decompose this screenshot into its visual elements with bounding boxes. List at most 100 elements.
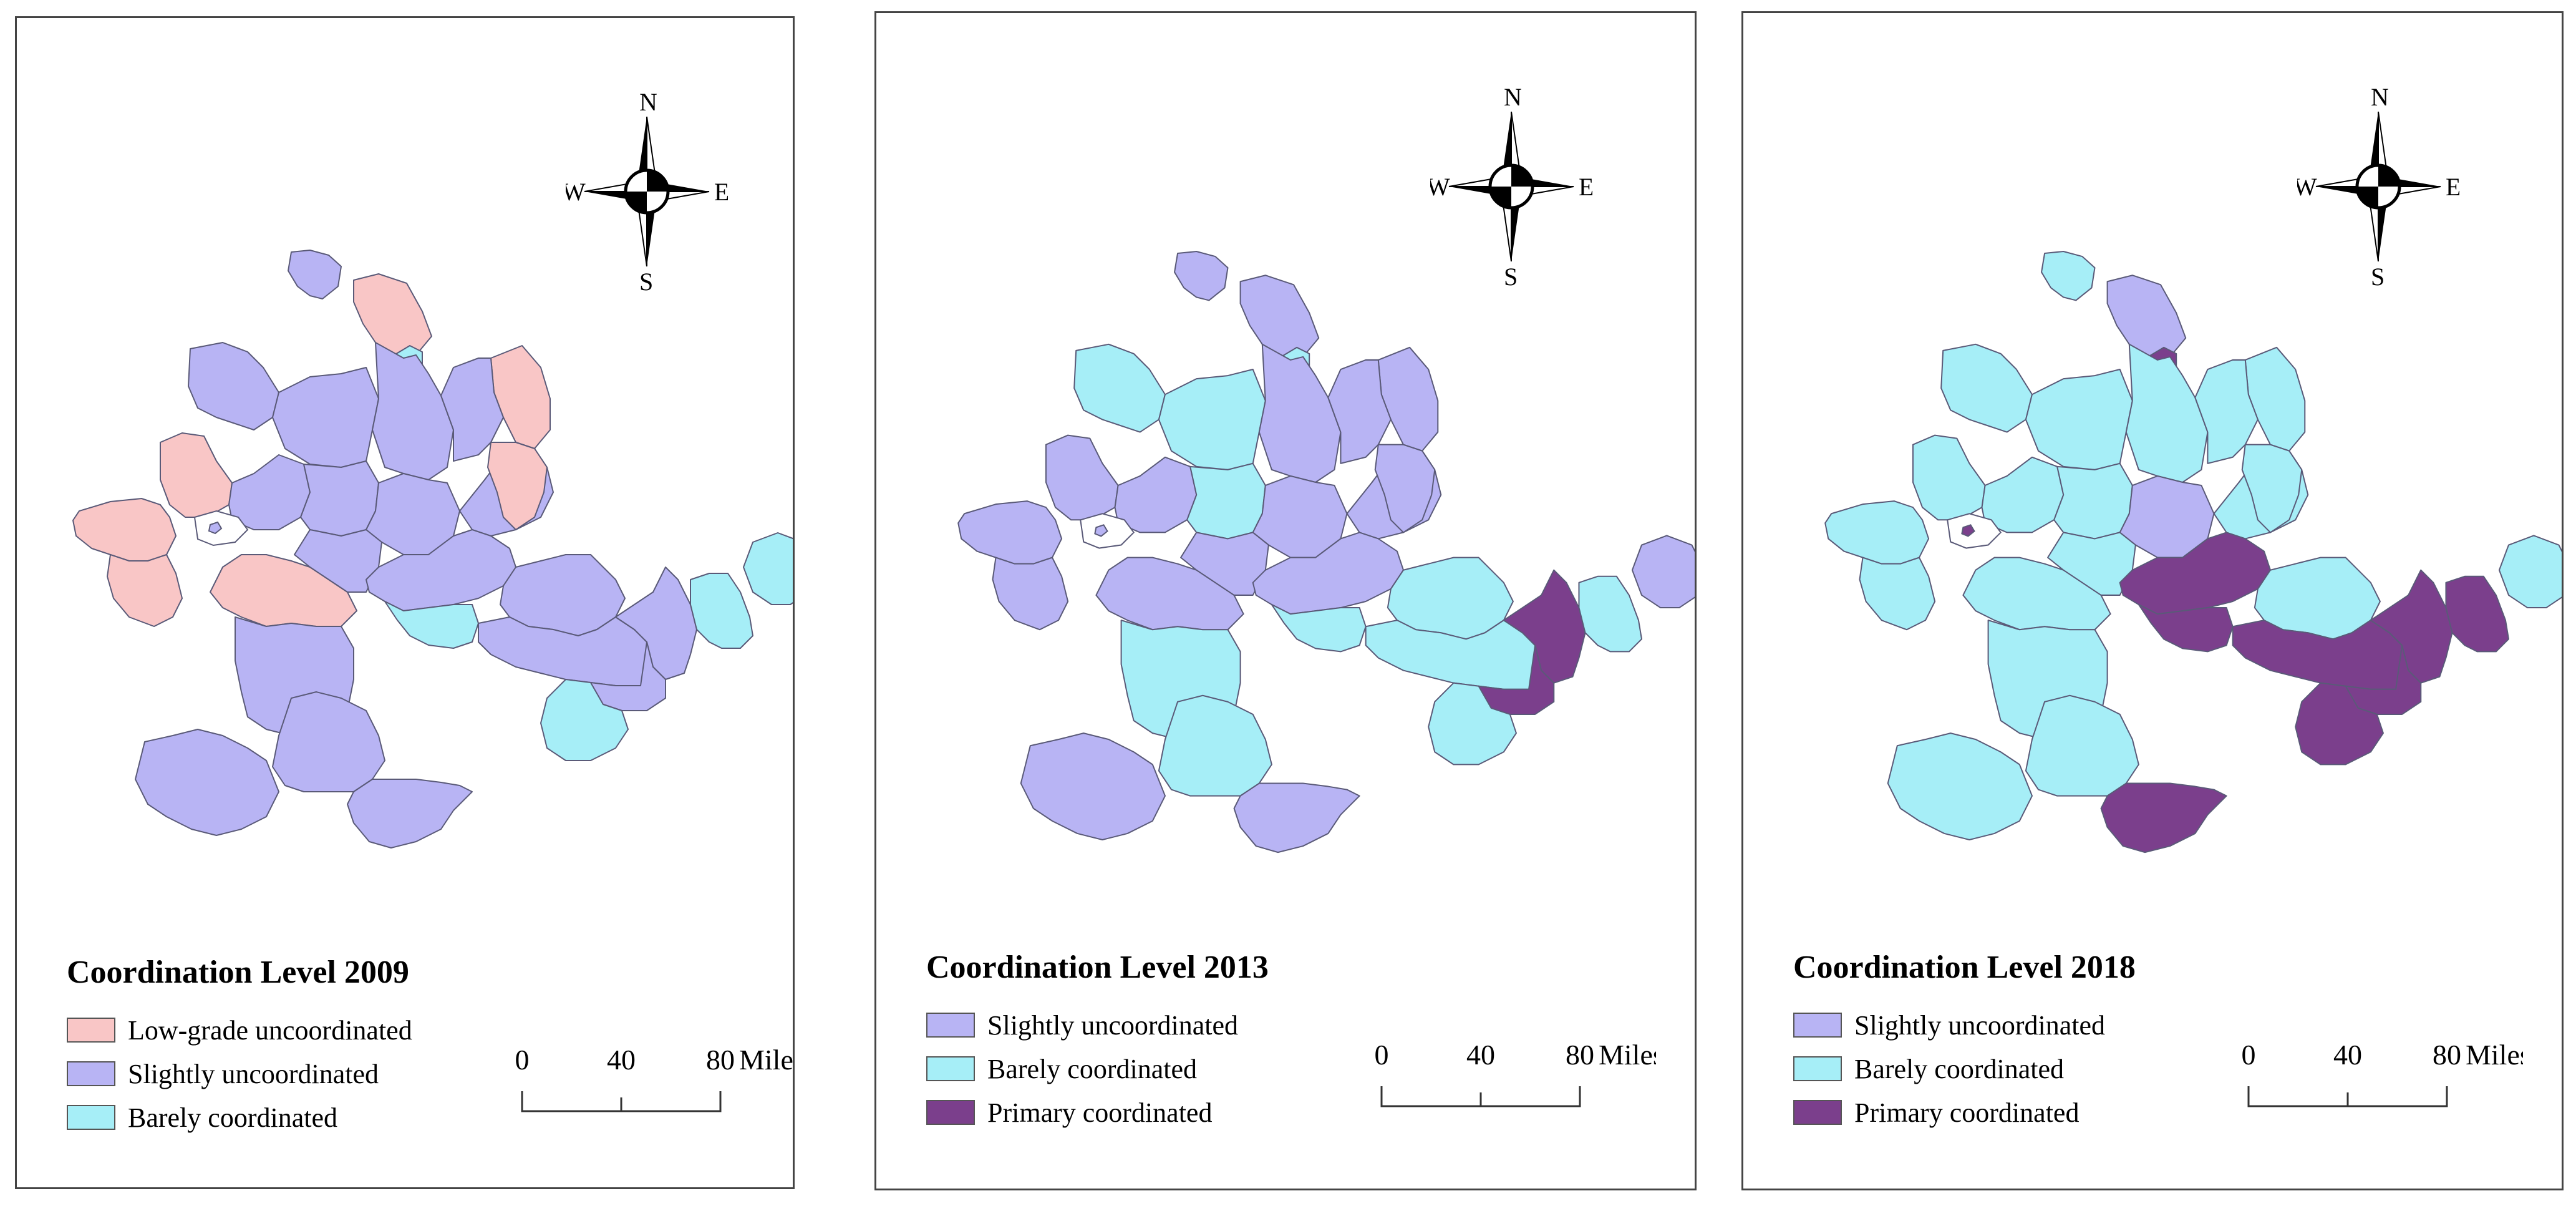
map-region bbox=[210, 554, 357, 627]
map-region bbox=[2244, 346, 2306, 452]
map-region bbox=[2041, 251, 2096, 301]
map-region bbox=[743, 532, 793, 605]
legend-item: Low-grade uncoordinated bbox=[67, 1008, 412, 1052]
map-region bbox=[188, 342, 279, 430]
map-region bbox=[1180, 532, 1269, 596]
legend-item: Barely coordinated bbox=[926, 1047, 1269, 1091]
map-region bbox=[1233, 782, 1360, 853]
legend-item: Primary coordinated bbox=[926, 1091, 1269, 1134]
svg-text:40: 40 bbox=[1466, 1039, 1495, 1071]
map-region bbox=[540, 679, 629, 761]
map-region bbox=[2106, 275, 2187, 361]
legend-item: Slightly uncoordinated bbox=[926, 1003, 1269, 1047]
legend-title: Coordination Level 2013 bbox=[926, 950, 1269, 985]
map-region bbox=[1174, 251, 1229, 301]
svg-text:S: S bbox=[639, 268, 653, 291]
map-region bbox=[1578, 575, 1643, 653]
legend-swatch bbox=[67, 1061, 115, 1086]
legend: Coordination Level 2009 Low-grade uncoor… bbox=[67, 954, 412, 1139]
legend-title: Coordination Level 2009 bbox=[67, 955, 409, 990]
legend-label: Slightly uncoordinated bbox=[987, 1009, 1239, 1041]
scale-bar: 0 40 80 Miles bbox=[1375, 1039, 1656, 1107]
map-region bbox=[1962, 557, 2111, 631]
legend: Coordination Level 2013 Slightly uncoord… bbox=[926, 949, 1269, 1134]
north-arrow-icon: N S E W bbox=[566, 92, 728, 291]
map-region bbox=[1158, 369, 1266, 470]
legend-swatch bbox=[67, 1018, 115, 1043]
map-region bbox=[1981, 456, 2065, 533]
svg-text:Miles: Miles bbox=[1599, 1039, 1656, 1071]
map-region bbox=[2241, 444, 2303, 533]
map-region bbox=[347, 779, 473, 849]
legend-item: Slightly uncoordinated bbox=[1793, 1003, 2136, 1047]
scale-bar: 0 40 80 Miles bbox=[2242, 1039, 2523, 1107]
map-region bbox=[288, 250, 342, 299]
map-region bbox=[1940, 343, 2033, 433]
map-region bbox=[2100, 782, 2227, 853]
north-arrow-icon: N S E W bbox=[1430, 87, 1592, 286]
legend-label: Slightly uncoordinated bbox=[1854, 1009, 2106, 1041]
svg-text:80: 80 bbox=[706, 1044, 735, 1076]
svg-text:E: E bbox=[2446, 173, 2459, 201]
svg-text:0: 0 bbox=[515, 1044, 530, 1076]
legend-swatch bbox=[1793, 1013, 1842, 1038]
legend-item: Primary coordinated bbox=[1793, 1091, 2136, 1134]
map-region bbox=[690, 573, 753, 649]
svg-text:E: E bbox=[1579, 173, 1592, 201]
map-region bbox=[2025, 694, 2139, 797]
map-region bbox=[2125, 343, 2209, 483]
map-region bbox=[272, 367, 379, 468]
legend-swatch bbox=[926, 1013, 975, 1038]
region-map bbox=[1824, 251, 2562, 853]
legend-swatch bbox=[1793, 1100, 1842, 1125]
map-region-enclave bbox=[1961, 524, 1975, 537]
scale-bar: 0 40 80 Miles bbox=[515, 1044, 793, 1112]
svg-text:N: N bbox=[639, 92, 657, 116]
map-region bbox=[1428, 682, 1517, 766]
map-panel-2009: N S E W Coordination Level 2009 Low-grad… bbox=[15, 16, 795, 1189]
legend-swatch bbox=[67, 1105, 115, 1130]
map-region bbox=[372, 342, 454, 480]
svg-text:Miles: Miles bbox=[2466, 1039, 2523, 1071]
legend-label: Primary coordinated bbox=[987, 1097, 1213, 1128]
legend-swatch bbox=[926, 1056, 975, 1081]
map-region bbox=[1859, 557, 1936, 631]
svg-text:80: 80 bbox=[1566, 1039, 1594, 1071]
map-panel-2013: N S E W Coordination Level 2013 Slightly… bbox=[874, 11, 1697, 1190]
map-region bbox=[2025, 369, 2133, 470]
map-region bbox=[2295, 682, 2384, 766]
svg-text:40: 40 bbox=[2333, 1039, 2362, 1071]
map-region bbox=[1377, 346, 1439, 452]
legend-swatch bbox=[926, 1100, 975, 1125]
legend-swatch bbox=[1793, 1056, 1842, 1081]
legend-item: Barely coordinated bbox=[67, 1096, 412, 1139]
map-panel-2018: N S E W Coordination Level 2018 Slightly… bbox=[1741, 11, 2564, 1190]
map-region bbox=[1374, 444, 1436, 533]
map-region bbox=[1020, 732, 1166, 841]
map-region bbox=[294, 529, 382, 593]
map-region bbox=[2053, 462, 2133, 540]
map-region bbox=[2047, 532, 2136, 596]
legend: Coordination Level 2018 Slightly uncoord… bbox=[1793, 949, 2136, 1134]
map-region bbox=[1887, 732, 2033, 841]
map-region-enclave bbox=[1094, 524, 1108, 537]
map-region bbox=[1114, 456, 1198, 533]
svg-text:0: 0 bbox=[1375, 1039, 1389, 1071]
map-region bbox=[72, 498, 177, 562]
legend-label: Barely coordinated bbox=[1854, 1053, 2064, 1084]
region-map bbox=[72, 250, 793, 849]
legend-label: Barely coordinated bbox=[987, 1053, 1197, 1084]
map-region bbox=[487, 442, 548, 530]
legend-item: Slightly uncoordinated bbox=[67, 1052, 412, 1096]
map-region bbox=[1073, 343, 1166, 433]
map-region bbox=[957, 500, 1063, 565]
svg-text:W: W bbox=[1430, 173, 1450, 201]
map-region bbox=[1158, 694, 1272, 797]
map-region bbox=[1912, 434, 1986, 521]
legend-item: Barely coordinated bbox=[1793, 1047, 2136, 1091]
map-region bbox=[1271, 604, 1367, 653]
map-region-enclave bbox=[208, 521, 223, 535]
map-region bbox=[228, 454, 311, 530]
map-region bbox=[272, 691, 385, 792]
svg-text:N: N bbox=[1504, 87, 1522, 111]
